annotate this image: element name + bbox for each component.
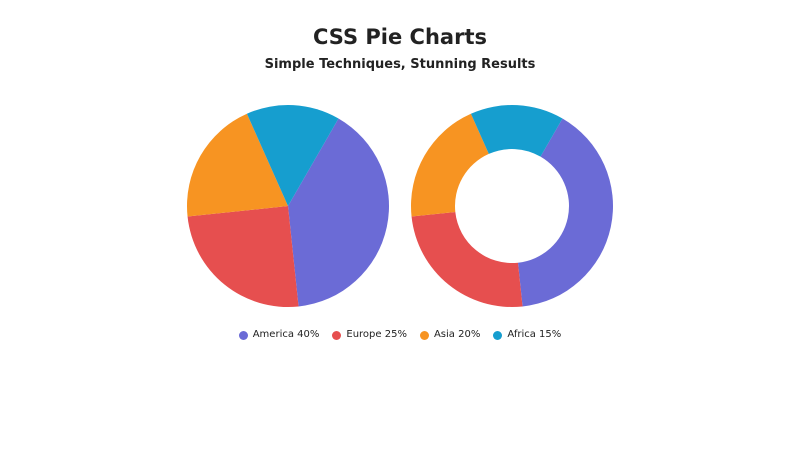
chart-subtitle: Simple Techniques, Stunning Results [264,57,536,72]
legend-swatch-america [238,330,248,340]
pie-slice-africa [246,104,339,206]
legend-label-africa: Africa 15% [507,329,562,340]
donut-slice-asia [410,113,489,217]
donut-slice-europe [411,211,523,308]
legend-item-asia: Asia 20% [419,328,481,342]
pie-slice-europe [187,206,299,307]
legend-swatch-africa [493,330,503,340]
legend: America 40% Europe 25% Asia 20% Africa 1… [0,328,800,342]
pie-slice-asia [187,113,288,217]
donut-slice-africa [470,104,563,157]
legend-label-asia: Asia 20% [433,329,481,340]
donut-slice-america [517,118,613,307]
pie-slice-america [288,118,390,307]
legend-label-america: America 40% [252,329,320,340]
pie-chart [187,104,390,307]
legend-swatch-europe [332,330,342,340]
legend-item-america: America 40% [238,328,320,342]
legend-swatch-asia [419,330,429,340]
legend-item-europe: Europe 25% [332,328,407,342]
chart-title: CSS Pie Charts [313,25,487,49]
legend-item-africa: Africa 15% [493,328,561,342]
legend-label-europe: Europe 25% [346,329,407,340]
donut-chart [410,104,613,308]
